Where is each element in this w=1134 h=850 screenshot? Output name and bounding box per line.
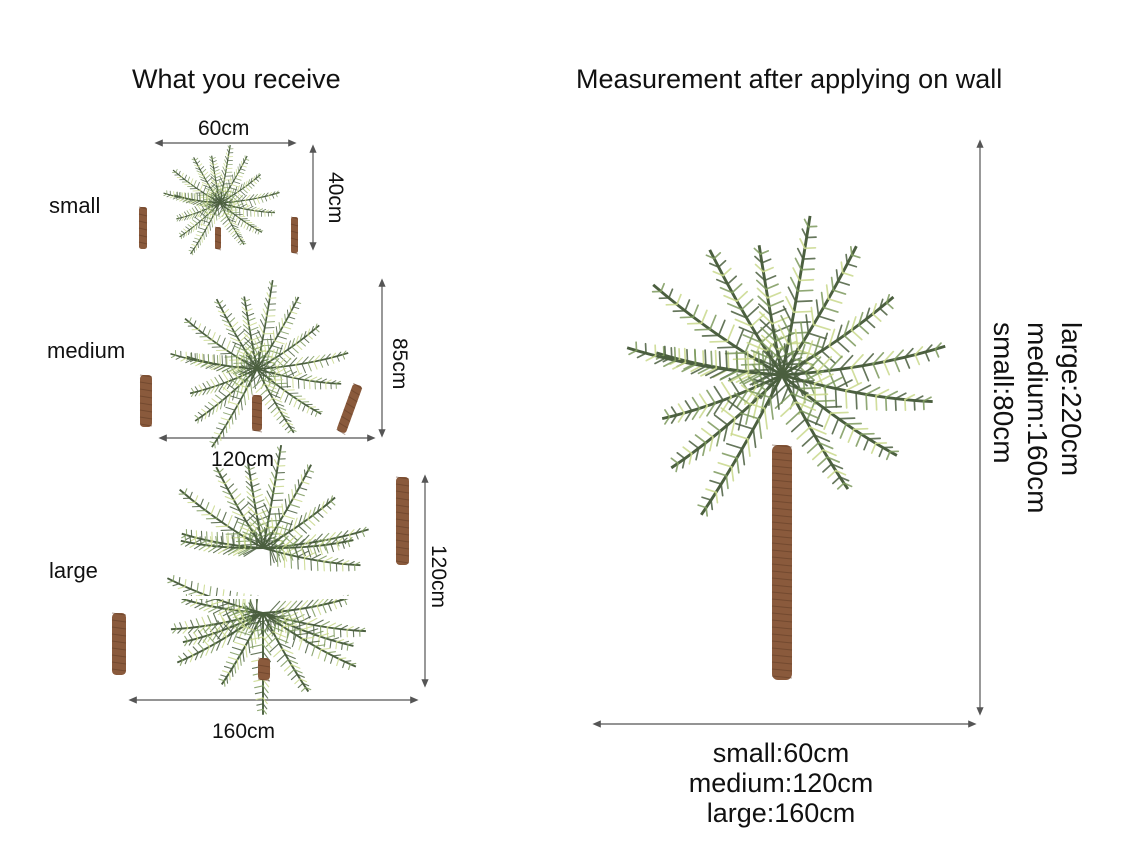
medium-sheet-palm-icon [139, 279, 363, 449]
wall-width-small: small:60cm [712, 738, 850, 768]
small-width-label: 60cm [198, 117, 250, 140]
left-heading: What you receive [132, 64, 341, 94]
small-sheet-palm-icon [138, 144, 299, 256]
size-label-large: large [49, 558, 98, 583]
wall-width-labels: small:60cm medium:120cm large:160cm [676, 738, 886, 828]
wall-width-large: large:160cm [706, 798, 856, 828]
wall-width-medium: medium:120cm [688, 768, 874, 798]
wall-palm-tree-icon [626, 215, 946, 680]
medium-width-label: 120cm [211, 448, 275, 471]
right-heading: Measurement after applying on wall [576, 64, 1003, 94]
size-label-medium: medium [47, 338, 126, 363]
size-label-small: small [49, 193, 101, 218]
large-sheet-palm-icon [111, 444, 410, 715]
large-width-label: 160cm [212, 720, 276, 743]
